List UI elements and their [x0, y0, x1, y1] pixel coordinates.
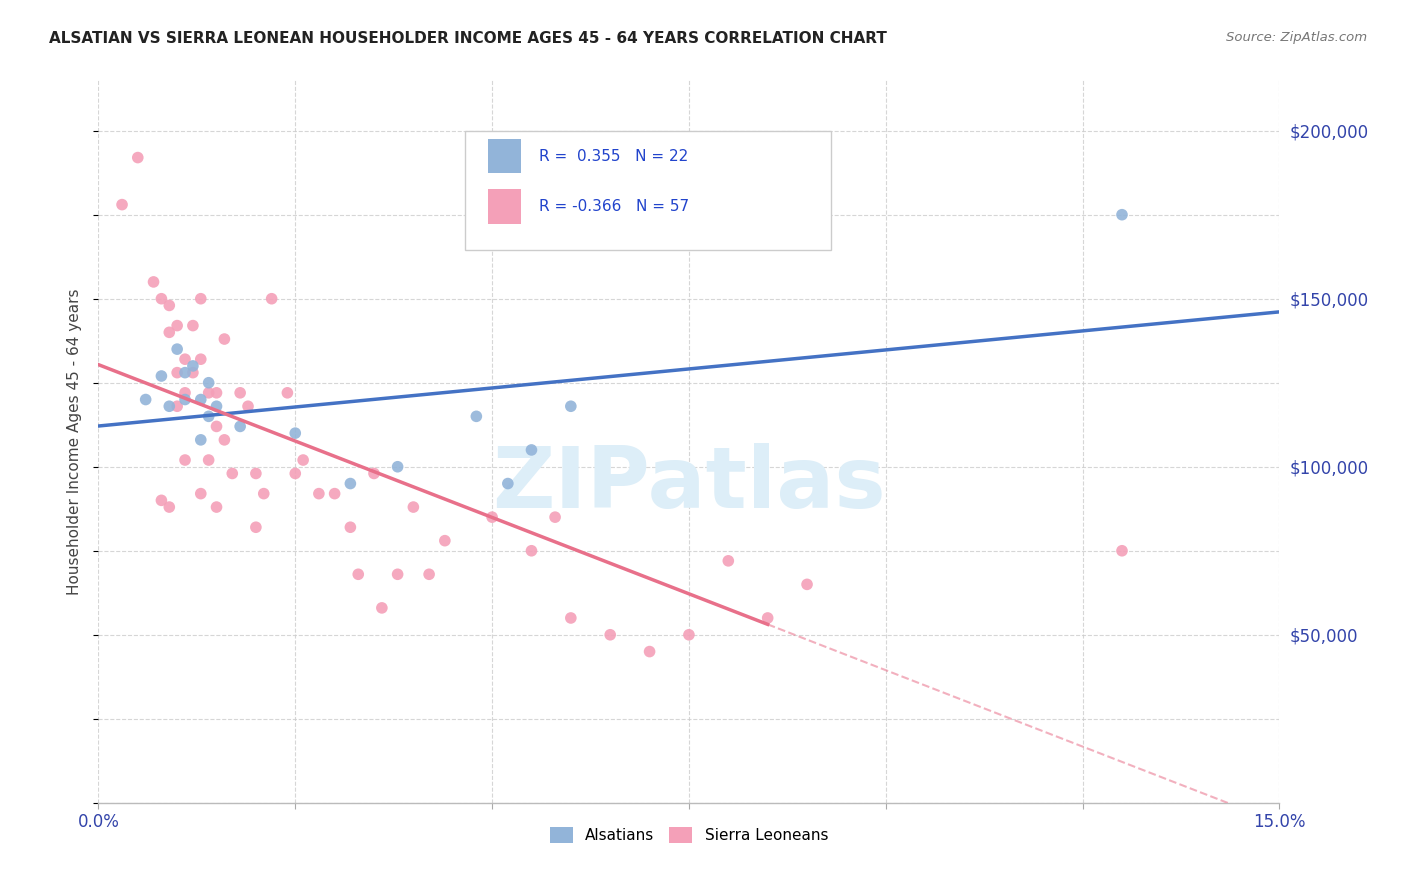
Point	[181, 366, 204, 380]
Point	[276, 385, 298, 400]
Legend: Alsatians, Sierra Leoneans: Alsatians, Sierra Leoneans	[544, 822, 834, 849]
Point	[284, 426, 307, 441]
Point	[174, 385, 197, 400]
Point	[190, 433, 212, 447]
Point	[544, 510, 567, 524]
Point	[181, 318, 204, 333]
Point	[205, 500, 228, 514]
Point	[150, 493, 173, 508]
Point	[197, 453, 219, 467]
Point	[157, 399, 180, 413]
Point	[520, 543, 543, 558]
Point	[174, 366, 197, 380]
Point	[339, 520, 361, 534]
Point	[387, 567, 409, 582]
Text: ZIPatlas: ZIPatlas	[492, 443, 886, 526]
Point	[323, 486, 346, 500]
Point	[560, 399, 582, 413]
Point	[678, 628, 700, 642]
Point	[245, 520, 267, 534]
Point	[339, 476, 361, 491]
Point	[166, 366, 188, 380]
Text: ALSATIAN VS SIERRA LEONEAN HOUSEHOLDER INCOME AGES 45 - 64 YEARS CORRELATION CHA: ALSATIAN VS SIERRA LEONEAN HOUSEHOLDER I…	[49, 31, 887, 46]
Point	[174, 392, 197, 407]
Point	[1111, 543, 1133, 558]
Y-axis label: Householder Income Ages 45 - 64 years: Householder Income Ages 45 - 64 years	[67, 288, 83, 595]
Point	[402, 500, 425, 514]
Point	[135, 392, 157, 407]
Point	[717, 554, 740, 568]
Point	[205, 419, 228, 434]
Point	[174, 352, 197, 367]
FancyBboxPatch shape	[464, 131, 831, 250]
Point	[638, 644, 661, 658]
Text: R = -0.366   N = 57: R = -0.366 N = 57	[538, 199, 689, 214]
Point	[157, 500, 180, 514]
Point	[347, 567, 370, 582]
Point	[157, 298, 180, 312]
Point	[236, 399, 259, 413]
Point	[127, 151, 149, 165]
Point	[190, 352, 212, 367]
Point	[142, 275, 165, 289]
Point	[496, 476, 519, 491]
Point	[284, 467, 307, 481]
Point	[166, 399, 188, 413]
Point	[166, 318, 188, 333]
Point	[1111, 208, 1133, 222]
Point	[190, 392, 212, 407]
Point	[181, 359, 204, 373]
Point	[465, 409, 488, 424]
Point	[418, 567, 440, 582]
Point	[363, 467, 385, 481]
Point	[205, 385, 228, 400]
Point	[599, 628, 621, 642]
Point	[245, 467, 267, 481]
Text: R =  0.355   N = 22: R = 0.355 N = 22	[538, 149, 688, 163]
Point	[190, 292, 212, 306]
Point	[520, 442, 543, 457]
Point	[253, 486, 276, 500]
Point	[214, 332, 236, 346]
Point	[197, 409, 219, 424]
Point	[481, 510, 503, 524]
Point	[229, 419, 252, 434]
Point	[197, 385, 219, 400]
Text: Source: ZipAtlas.com: Source: ZipAtlas.com	[1226, 31, 1367, 45]
Point	[387, 459, 409, 474]
Point	[560, 611, 582, 625]
Point	[260, 292, 283, 306]
Bar	[488, 189, 522, 224]
Point	[371, 600, 394, 615]
Point	[221, 467, 243, 481]
Point	[796, 577, 818, 591]
Point	[214, 433, 236, 447]
Point	[174, 453, 197, 467]
Point	[292, 453, 315, 467]
Point	[166, 342, 188, 356]
Point	[308, 486, 330, 500]
Point	[150, 369, 173, 384]
Point	[197, 376, 219, 390]
Point	[756, 611, 779, 625]
Point	[150, 292, 173, 306]
Point	[157, 326, 180, 340]
Point	[229, 385, 252, 400]
Bar	[488, 139, 522, 173]
Point	[205, 399, 228, 413]
Point	[190, 486, 212, 500]
Point	[111, 197, 134, 211]
Point	[433, 533, 456, 548]
